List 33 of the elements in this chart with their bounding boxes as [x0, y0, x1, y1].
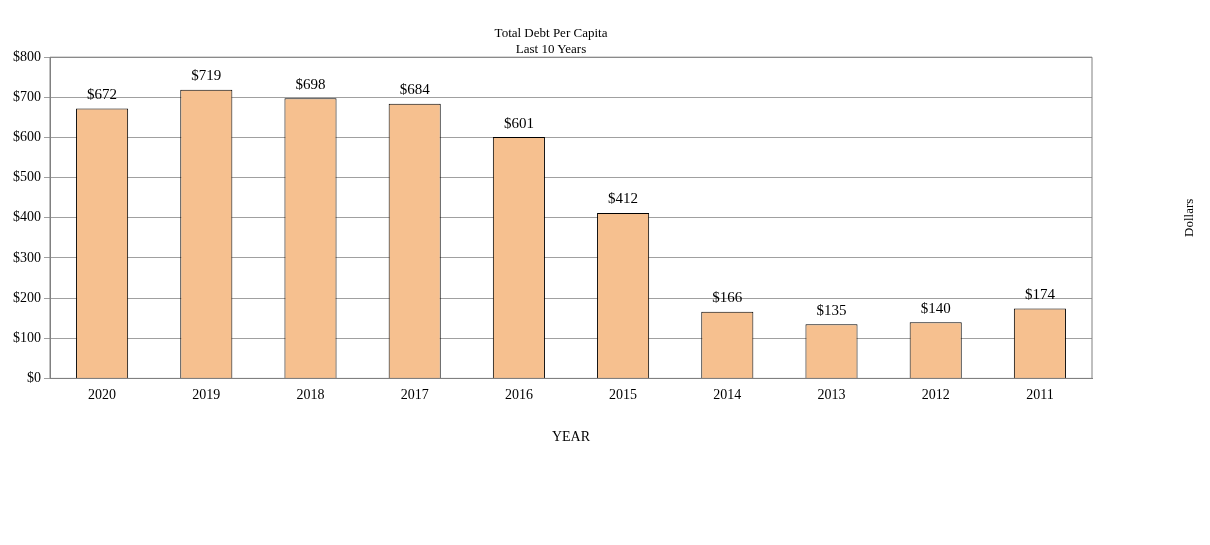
data-label: $698	[295, 75, 326, 92]
x-axis-title: YEAR	[551, 429, 591, 445]
x-tick-label: 2016	[504, 387, 533, 403]
x-tick-label: 2017	[400, 387, 429, 403]
data-label: $166	[712, 289, 743, 306]
chart-subtitle: Last 10 Years	[515, 40, 587, 56]
text: Dollars	[1181, 198, 1197, 237]
x-tick-label: 2012	[921, 387, 950, 403]
x-tick-label: 2020	[88, 387, 117, 403]
y-tick-label: $500	[13, 169, 41, 185]
y-tick-label: $300	[13, 249, 41, 265]
y-tick-label: $800	[13, 48, 41, 64]
y-tick-label: $400	[13, 209, 41, 225]
data-label: $174	[1024, 285, 1056, 302]
x-tick-label: 2011	[1026, 387, 1054, 403]
data-label: $684	[399, 81, 431, 98]
x-tick-label: 2019	[192, 387, 221, 403]
data-label: $412	[608, 190, 639, 207]
data-label: $140	[920, 299, 951, 316]
data-label: $601	[503, 114, 534, 131]
x-tick-label: 2015	[609, 387, 638, 403]
y-tick-label: $700	[13, 89, 41, 105]
data-label: $672	[87, 86, 118, 103]
chart-title: Total Debt Per Capita	[494, 25, 608, 41]
data-label: $719	[191, 67, 222, 84]
y-tick-label: $200	[13, 289, 41, 305]
x-tick-label: 2013	[817, 387, 846, 403]
x-tick-label: 2018	[296, 387, 325, 403]
data-label: $135	[816, 301, 847, 318]
x-tick-label: 2014	[713, 387, 742, 403]
y-tick-label: $100	[13, 329, 41, 345]
y-tick-label: $600	[13, 129, 41, 145]
y-tick-label: $0	[27, 370, 41, 386]
